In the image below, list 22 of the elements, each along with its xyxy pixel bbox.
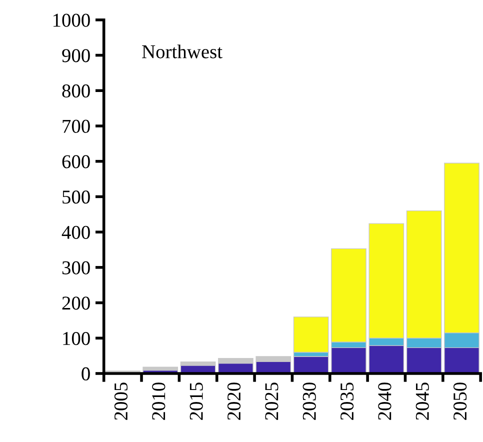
- y-tick-label: 600: [62, 155, 90, 168]
- x-tick-label: 2020: [227, 382, 241, 420]
- x-tick-label: 2035: [340, 382, 354, 420]
- y-tick-label: 700: [62, 120, 90, 133]
- y-tick-label: 0: [82, 367, 90, 380]
- x-tick-label: 2005: [114, 382, 128, 420]
- x-tick-label: 2050: [453, 382, 467, 420]
- y-tick-label: 800: [62, 84, 90, 98]
- x-tick-label: 2040: [378, 382, 392, 420]
- x-tick-label: 2030: [302, 382, 316, 420]
- x-tick-label: 2045: [416, 382, 429, 420]
- x-tick-label: 2015: [190, 382, 203, 420]
- y-tick-label: 200: [62, 296, 90, 310]
- annotation: Northwest: [142, 44, 222, 58]
- y-tick-label: 900: [62, 49, 90, 62]
- y-tick-label: 400: [62, 226, 90, 239]
- y-tick-label: 100: [63, 332, 90, 346]
- y-tick-label: 300: [62, 261, 90, 274]
- x-tick-label: 2025: [265, 382, 278, 420]
- x-tick-label: 2010: [152, 382, 166, 420]
- y-tick-label: 500: [62, 190, 90, 204]
- y-tick-label: 1000: [53, 14, 90, 27]
